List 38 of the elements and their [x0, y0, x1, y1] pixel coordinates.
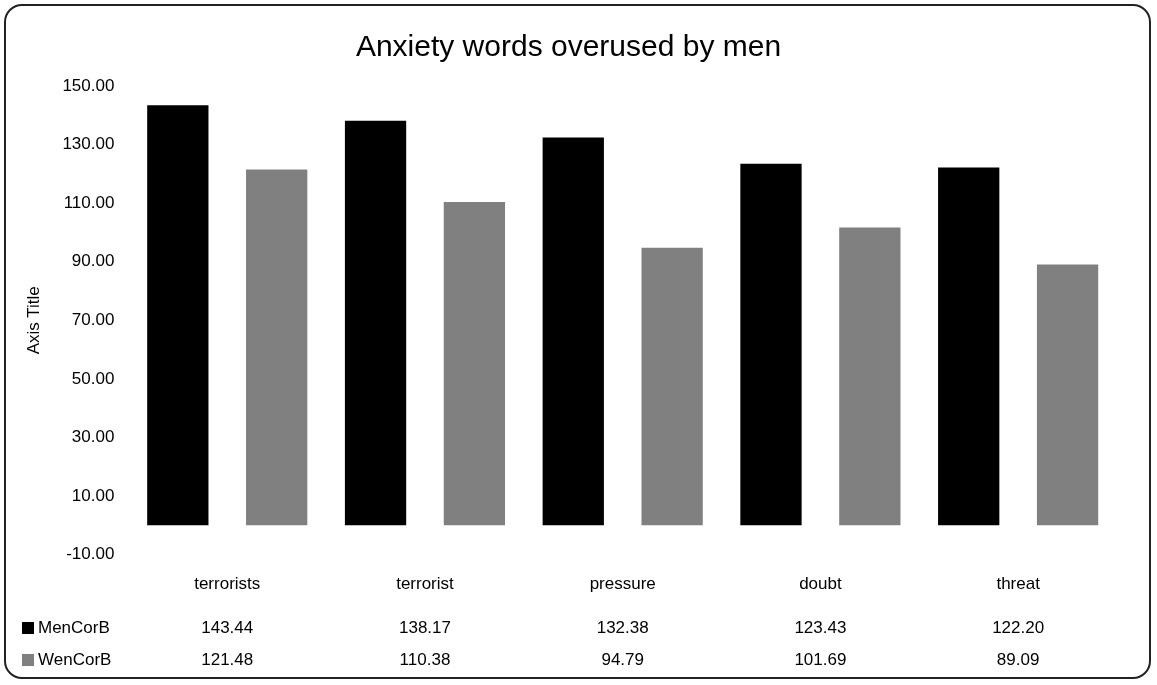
- x-tick-label: pressure: [589, 574, 656, 594]
- y-tick-label: 30.00: [71, 427, 115, 447]
- data-label: 121.48: [201, 649, 254, 669]
- x-tick-label: terrorists: [194, 574, 261, 594]
- data-label: 110.38: [399, 649, 451, 669]
- data-label: 101.69: [794, 649, 847, 669]
- x-tick-label: threat: [996, 574, 1041, 594]
- y-tick-label: 110.00: [63, 192, 115, 212]
- y-tick-label: 90.00: [71, 251, 115, 271]
- y-tick-label: 150.00: [62, 75, 115, 95]
- bar: [641, 247, 703, 526]
- y-tick-label: 70.00: [71, 309, 115, 329]
- bar: [839, 227, 901, 526]
- x-tick-label: terrorist: [396, 574, 455, 594]
- bar: [1036, 264, 1099, 526]
- bar: [147, 105, 209, 526]
- y-axis-title: Axis Title: [23, 286, 43, 355]
- y-tick-label: 50.00: [71, 368, 115, 388]
- chart-title: Anxiety words overused by men: [355, 29, 782, 63]
- x-tick-label: doubt: [799, 574, 842, 594]
- data-label: 122.20: [992, 617, 1045, 637]
- legend-label: WenCorB: [38, 649, 112, 669]
- bar: [246, 169, 308, 526]
- y-tick-label: 130.00: [62, 134, 115, 154]
- bar: [542, 137, 604, 526]
- data-label: 94.79: [601, 649, 644, 669]
- bar: [740, 163, 802, 526]
- data-label: 132.38: [596, 617, 649, 637]
- legend-label: MenCorB: [38, 617, 110, 637]
- data-label: 123.43: [794, 617, 847, 637]
- data-label: 143.44: [201, 617, 254, 637]
- bar: [443, 202, 506, 526]
- data-label: 138.17: [398, 617, 451, 637]
- bar: [344, 120, 407, 526]
- y-tick-label: 10.00: [71, 485, 115, 505]
- data-label: 89.09: [996, 649, 1040, 669]
- y-tick-label: -10.00: [66, 544, 115, 564]
- bar: [938, 167, 1000, 526]
